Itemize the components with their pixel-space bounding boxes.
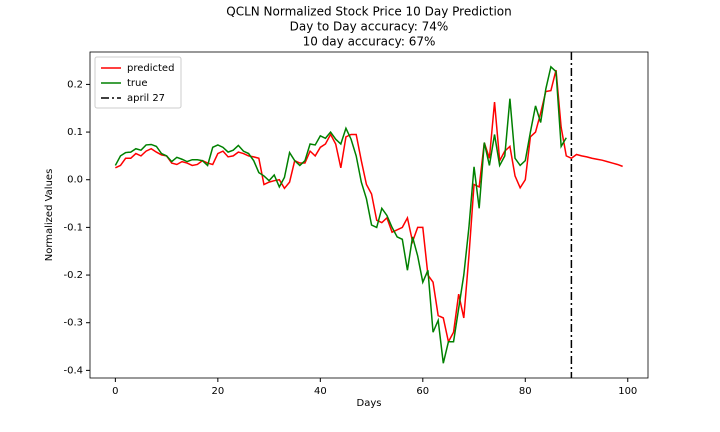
legend-label: predicted	[127, 63, 174, 74]
series-line	[115, 69, 623, 344]
legend-label: april 27	[127, 93, 165, 104]
legend-label: true	[127, 78, 148, 89]
chart-title: QCLN Normalized Stock Price 10 Day Predi…	[226, 5, 512, 19]
y-tick-label: -0.4	[63, 365, 83, 376]
chart-subtitle: Day to Day accuracy: 74%	[290, 20, 449, 34]
y-tick-label: 0.2	[67, 79, 83, 90]
y-tick-label: -0.1	[63, 222, 83, 233]
y-tick-label: 0.1	[67, 127, 83, 138]
series-line	[114, 65, 567, 364]
y-tick-label: 0.0	[67, 175, 83, 186]
x-tick-label: 40	[314, 386, 327, 397]
legend-box	[94, 56, 182, 109]
x-tick-label: 60	[416, 386, 429, 397]
x-tick-label: 100	[618, 386, 637, 397]
x-tick-label: 20	[211, 386, 224, 397]
x-tick-label: 0	[112, 386, 118, 397]
y-tick-label: -0.3	[63, 318, 83, 329]
x-tick-label: 80	[519, 386, 532, 397]
x-axis-label: Days	[357, 398, 382, 409]
y-axis-label: Normalized Values	[44, 169, 55, 262]
chart-subtitle: 10 day accuracy: 67%	[303, 35, 436, 49]
y-tick-label: -0.2	[63, 270, 83, 281]
plot-frame	[89, 51, 649, 379]
